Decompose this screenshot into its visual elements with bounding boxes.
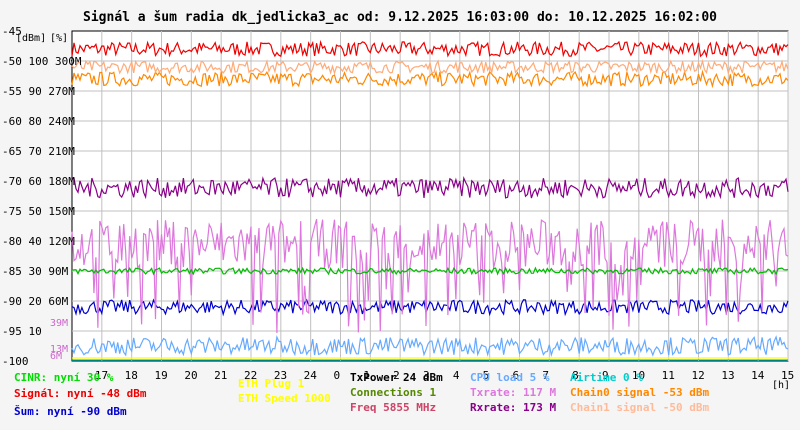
series-txrate: [71, 219, 789, 334]
legend-item: ETH Plug 1: [238, 377, 305, 390]
x-tick-label: 23: [274, 369, 287, 382]
x-tick-label: 20: [184, 369, 197, 382]
legend-item: Chain0 signal -53 dBm: [570, 386, 710, 399]
x-tick-label: 15: [781, 369, 794, 382]
x-tick-label: 8: [572, 369, 579, 382]
chart-title: Signál a šum radia dk_jedlicka3_ac od: 9…: [83, 10, 717, 25]
legend-item: Connections 1: [350, 386, 437, 399]
y-tick-label: -80 40 120M: [2, 235, 75, 248]
x-tick-label: 5: [483, 369, 490, 382]
x-tick-label: 24: [304, 369, 318, 382]
y-tick-label: -60 80 240M: [2, 115, 75, 128]
y-axis-unit-pct: [%]: [50, 33, 68, 44]
x-tick-label: 11: [662, 369, 675, 382]
legend-item: CINR: nyní 30 %: [14, 371, 114, 384]
y-tick-label: -45: [2, 25, 22, 38]
y-tick-label: -55 90 270M: [2, 85, 75, 98]
series-group: [71, 39, 789, 361]
legend-item: Chain1 signal -50 dBm: [570, 401, 710, 414]
rate-label: 13M: [50, 344, 68, 355]
series-rxrate: [71, 175, 789, 200]
x-tick-label: 1: [363, 369, 370, 382]
x-tick-label: 19: [155, 369, 168, 382]
series-sum: [71, 298, 789, 317]
legend-item: ETH Speed 1000: [238, 392, 331, 405]
x-tick-label: 2: [393, 369, 400, 382]
legend-item: Freq 5855 MHz: [350, 401, 437, 414]
x-tick-label: 3: [423, 369, 430, 382]
x-tick-label: 13: [721, 369, 734, 382]
x-tick-label: 22: [244, 369, 257, 382]
x-tick-label: 17: [95, 369, 108, 382]
legend-item: Airtime 0 %: [570, 371, 643, 384]
x-tick-label: 6: [513, 369, 520, 382]
y-tick-label: -50 100 300M: [2, 55, 82, 68]
y-tick-label: -95 10: [2, 325, 42, 338]
legend-item: TxPower 24 dBm: [350, 371, 443, 384]
y-tick-label: -90 20 60M: [2, 295, 69, 308]
x-tick-label: 7: [542, 369, 549, 382]
axes: -45 -50 100 300M -55 90 270M -60 80 240M -65…: [2, 25, 794, 391]
x-axis-unit: [h]: [772, 380, 790, 391]
series-signal: [71, 39, 789, 59]
legend-item: Signál: nyní -48 dBm: [14, 387, 147, 400]
y-tick-label: -70 60 180M: [2, 175, 75, 188]
x-tick-label: 18: [125, 369, 138, 382]
y-tick-label: -75 50 150M: [2, 205, 75, 218]
rate-label: 6M: [50, 351, 62, 362]
x-tick-label: 14: [751, 369, 765, 382]
x-tick-label: 0: [334, 369, 341, 382]
x-tick-label: 21: [214, 369, 227, 382]
legend-item: Txrate: 117 M: [470, 386, 557, 399]
series-cinr: [71, 266, 789, 276]
x-tick-label: 9: [602, 369, 609, 382]
legend-item: CPU load 5 %: [470, 371, 550, 384]
x-tick-label: 12: [692, 369, 705, 382]
series-cpu-load: [71, 335, 789, 358]
series-chain1-signal: [71, 58, 789, 76]
series-chain0-signal: [71, 69, 789, 89]
y-axis-unit-dbm: [dBm]: [16, 33, 46, 44]
x-tick-label: 4: [453, 369, 460, 382]
y-tick-label: -100: [2, 355, 29, 368]
x-tick-label: 10: [632, 369, 645, 382]
y-tick-label: -65 70 210M: [2, 145, 75, 158]
legend-item: Rxrate: 173 M: [470, 401, 557, 414]
rate-label: 39M: [50, 318, 68, 329]
legend-item: Šum: nyní -90 dBm: [14, 405, 127, 418]
y-tick-label: -85 30 90M: [2, 265, 69, 278]
